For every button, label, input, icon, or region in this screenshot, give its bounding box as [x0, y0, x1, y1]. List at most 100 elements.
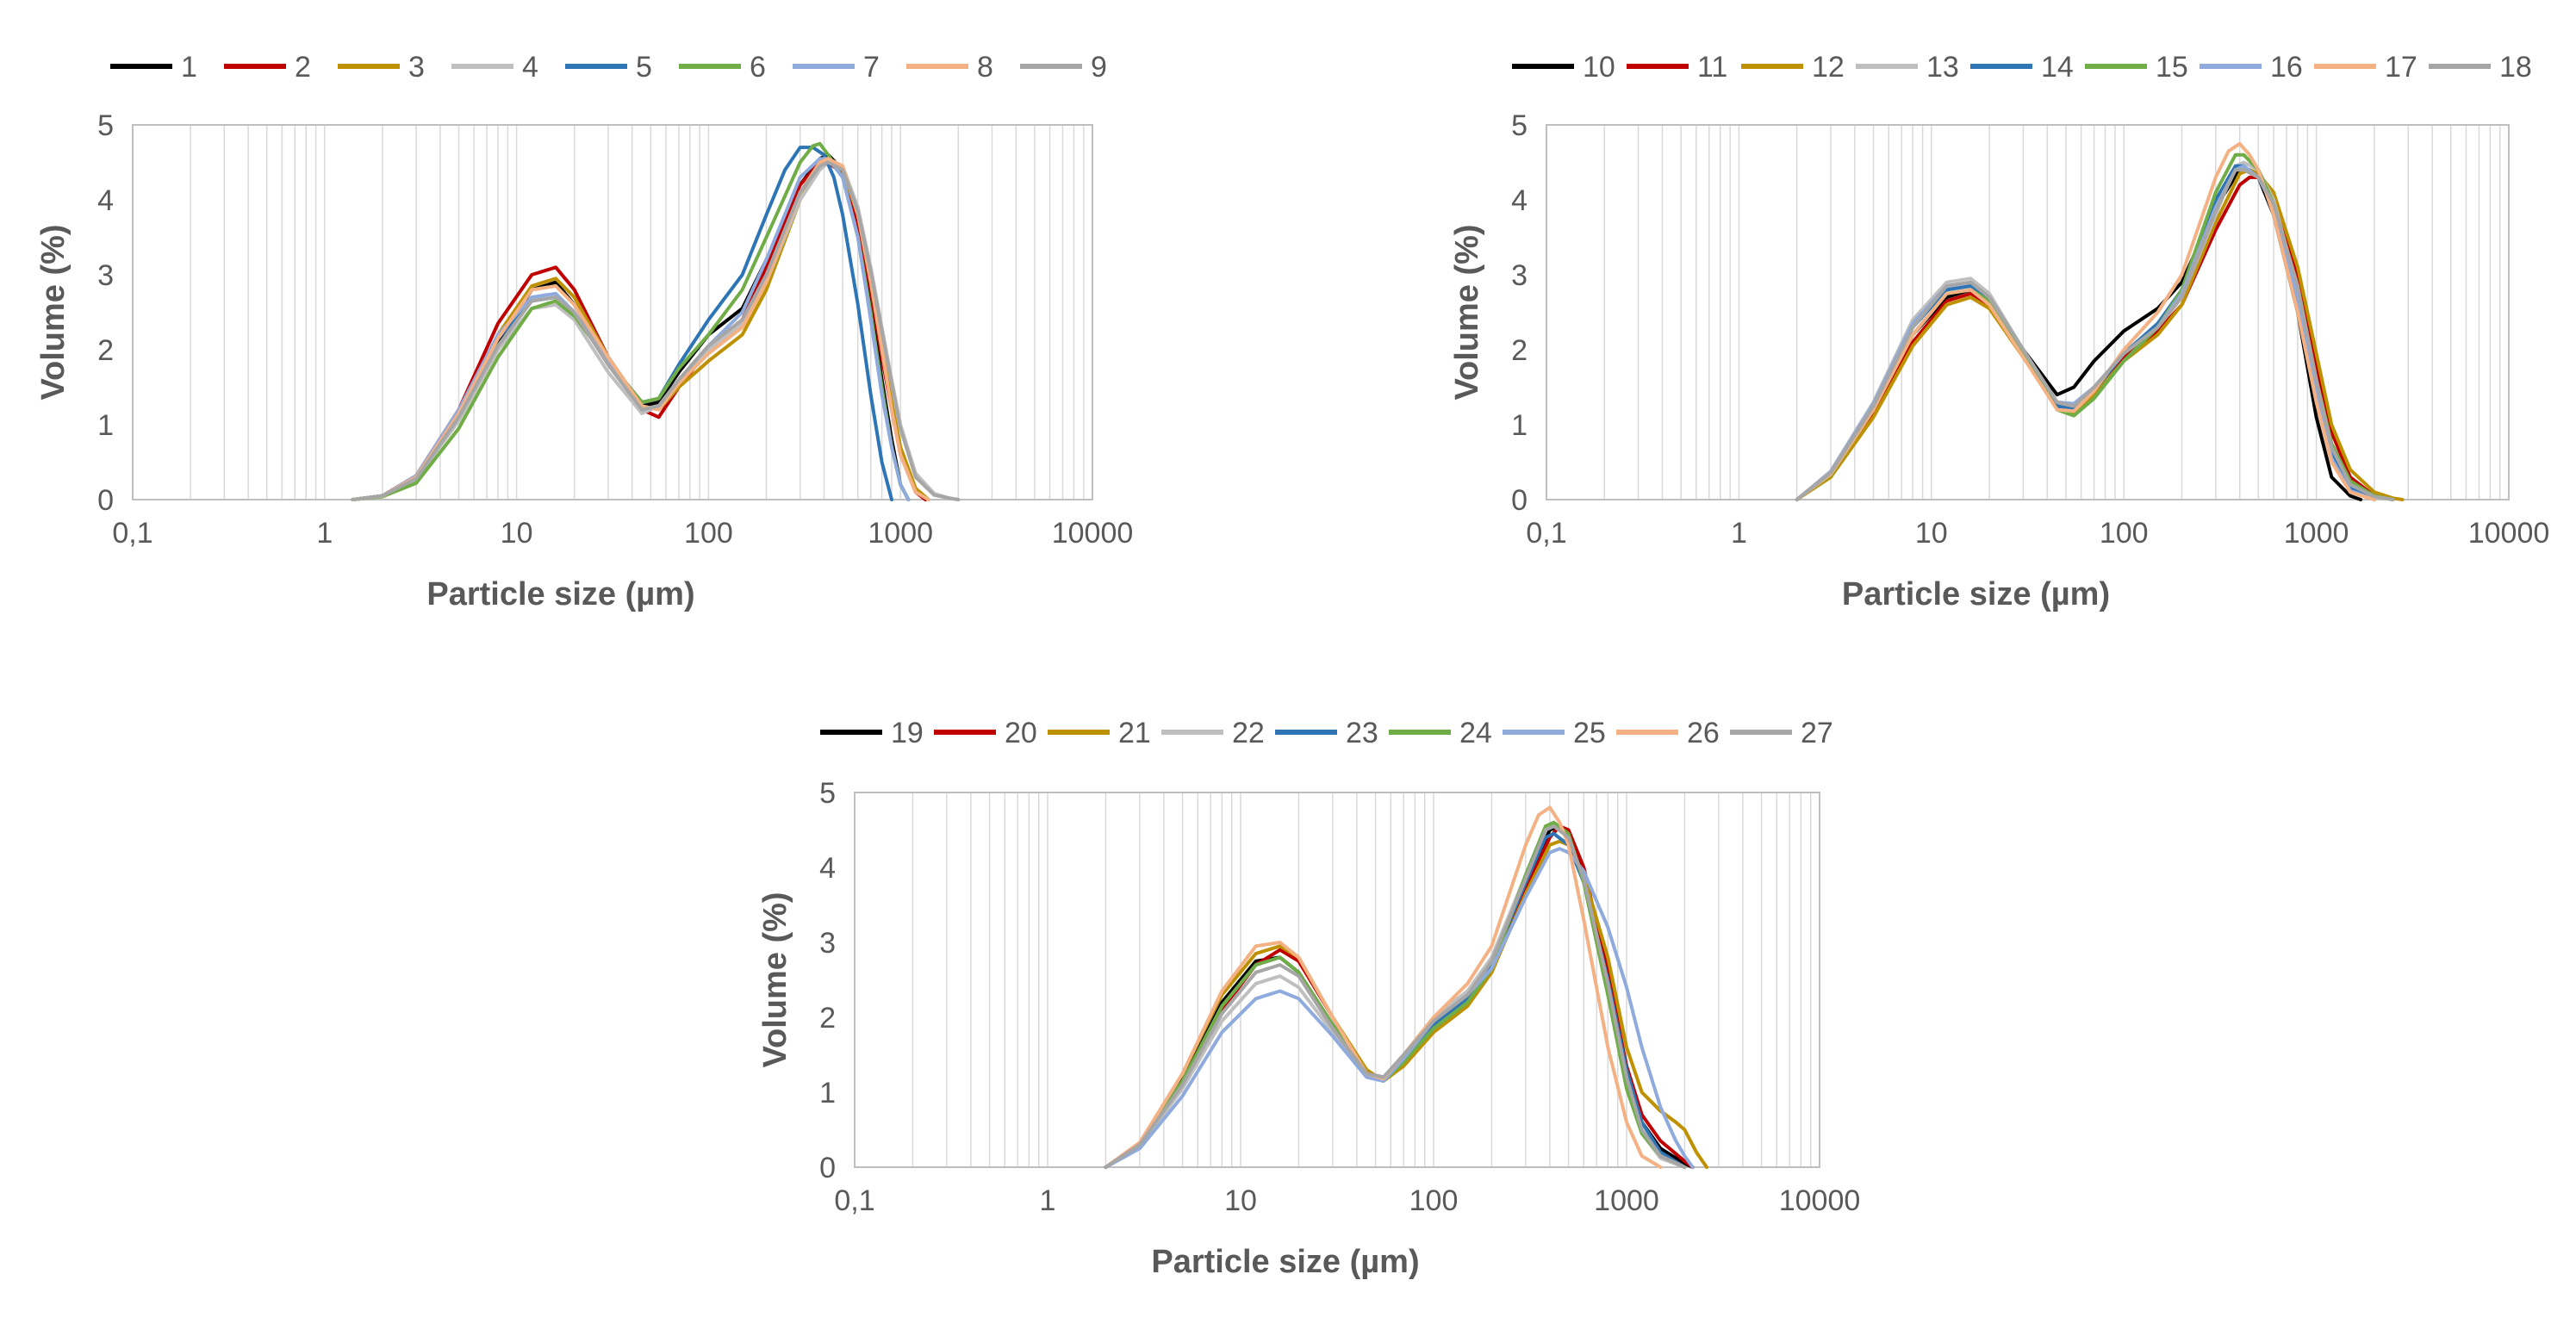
y-tick-label: 5 [97, 109, 114, 142]
x-tick-label: 10000 [1052, 517, 1134, 550]
legend: 19 20 21 22 23 24 25 26 27 [820, 717, 1833, 749]
y-tick-label: 5 [819, 777, 836, 810]
series-line-12 [1795, 168, 2405, 501]
series-group [351, 141, 961, 501]
legend-label-10: 10 [1583, 51, 1615, 84]
y-tick-label: 0 [819, 1152, 836, 1184]
y-tick-label: 3 [97, 259, 114, 292]
y-tick-label: 4 [819, 852, 836, 885]
gridlines [912, 792, 1812, 1167]
legend-label-17: 17 [2385, 51, 2417, 84]
y-tick-label: 2 [1511, 334, 1528, 367]
x-tick-label: 10 [1915, 517, 1948, 550]
series-line-16 [1795, 164, 2376, 501]
x-axis-title: Particle size (µm) [1151, 1244, 1419, 1280]
x-axis-title: Particle size (µm) [1842, 576, 2110, 612]
y-tick-label: 1 [1511, 409, 1528, 442]
x-tick-label: 1 [316, 517, 333, 550]
y-axis-title: Volume (%) [757, 892, 793, 1067]
gridlines [190, 125, 1085, 500]
legend-label-25: 25 [1573, 717, 1606, 749]
plot-area [1546, 124, 2510, 500]
legend: 1 2 3 4 5 6 7 8 9 [110, 51, 1107, 84]
y-tick-label: 5 [1511, 109, 1528, 142]
y-axis-title: Volume (%) [1449, 224, 1485, 400]
legend-label-21: 21 [1118, 717, 1151, 749]
y-tick-label: 4 [1511, 184, 1528, 217]
y-tick-label: 2 [97, 334, 114, 367]
series-line-17 [1795, 141, 2376, 501]
legend-label-24: 24 [1459, 717, 1492, 749]
series-line-13 [1795, 160, 2376, 501]
series-line-26 [1104, 805, 1663, 1169]
gridlines [1603, 125, 2501, 500]
legend-label-4: 4 [522, 51, 538, 84]
x-tick-label: 10000 [2468, 517, 2550, 550]
x-tick-label: 1 [1040, 1184, 1056, 1217]
series-line-27 [1104, 824, 1687, 1169]
y-tick-label: 1 [819, 1077, 836, 1109]
series-line-25 [1104, 847, 1695, 1169]
series-line-19 [1104, 824, 1695, 1169]
y-tick-label: 3 [1511, 259, 1528, 292]
legend-label-18: 18 [2499, 51, 2532, 84]
x-tick-label: 1000 [2284, 517, 2349, 550]
series-line-8 [351, 157, 930, 501]
series-line-24 [1104, 820, 1687, 1169]
legend-label-2: 2 [295, 51, 311, 84]
legend-label-1: 1 [181, 51, 197, 84]
legend-label-12: 12 [1812, 51, 1845, 84]
series-group [1795, 141, 2405, 501]
legend-label-6: 6 [750, 51, 766, 84]
x-tick-label: 10 [1224, 1184, 1257, 1217]
series-line-11 [1795, 175, 2395, 501]
series-line-21 [1104, 839, 1708, 1169]
legend-label-9: 9 [1091, 51, 1107, 84]
x-tick-label: 100 [1409, 1184, 1459, 1217]
series-line-9 [351, 160, 961, 501]
series-line-18 [1795, 168, 2395, 501]
plot-area [854, 792, 1820, 1168]
legend-label-22: 22 [1232, 717, 1265, 749]
y-tick-label: 3 [819, 927, 836, 960]
legend-label-5: 5 [636, 51, 652, 84]
y-tick-label: 0 [97, 484, 114, 517]
x-tick-label: 0,1 [834, 1184, 874, 1217]
legend-label-20: 20 [1005, 717, 1037, 749]
series-line-20 [1104, 824, 1695, 1169]
legend-label-15: 15 [2156, 51, 2188, 84]
legend: 10 11 12 13 14 15 16 17 18 [1512, 51, 2532, 84]
legend-label-16: 16 [2270, 51, 2303, 84]
legend-label-11: 11 [1697, 51, 1727, 84]
x-tick-label: 100 [684, 517, 733, 550]
x-tick-label: 1000 [1594, 1184, 1659, 1217]
x-tick-label: 100 [2100, 517, 2149, 550]
x-tick-label: 1000 [868, 517, 933, 550]
legend-label-19: 19 [891, 717, 924, 749]
x-axis-title: Particle size (µm) [426, 576, 694, 612]
y-tick-label: 2 [819, 1002, 836, 1035]
legend-label-14: 14 [2041, 51, 2074, 84]
series-group [1104, 805, 1708, 1169]
legend-label-26: 26 [1687, 717, 1720, 749]
y-tick-label: 1 [97, 409, 114, 442]
plot-area [132, 124, 1093, 500]
legend-label-3: 3 [408, 51, 425, 84]
x-tick-label: 10 [501, 517, 533, 550]
legend-label-8: 8 [977, 51, 993, 84]
y-axis-title: Volume (%) [35, 224, 72, 400]
legend-label-7: 7 [863, 51, 880, 84]
y-tick-label: 4 [97, 184, 114, 217]
x-tick-label: 10000 [1779, 1184, 1861, 1217]
legend-label-27: 27 [1801, 717, 1833, 749]
x-tick-label: 1 [1731, 517, 1747, 550]
series-line-14 [1795, 164, 2376, 501]
x-tick-label: 0,1 [1526, 517, 1566, 550]
chart-panel-1: 0 1 2 3 4 5 0,1 1 10 100 1000 10000 Particle size (µ… [35, 51, 1133, 612]
legend-label-23: 23 [1346, 717, 1378, 749]
legend-label-13: 13 [1926, 51, 1959, 84]
y-tick-label: 0 [1511, 484, 1528, 517]
